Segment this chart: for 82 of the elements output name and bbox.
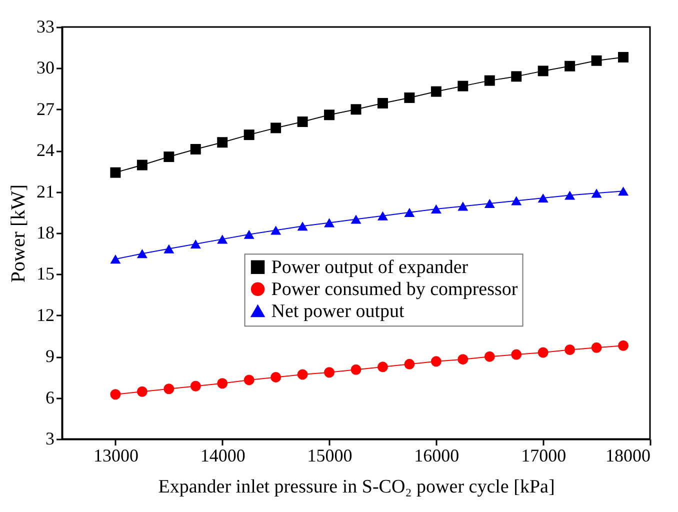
point (404, 358, 415, 370)
point (190, 380, 201, 392)
point (110, 389, 121, 400)
point (324, 110, 335, 120)
y-tick-label: 30 (36, 58, 54, 78)
point (484, 75, 495, 86)
point (136, 160, 148, 170)
point (350, 104, 362, 115)
point (297, 222, 308, 231)
y-tick-label: 21 (36, 181, 54, 202)
point (564, 190, 576, 200)
point (377, 98, 388, 108)
point (136, 386, 148, 397)
x-tick-label: 17000 (521, 446, 566, 466)
point (458, 202, 468, 211)
point (484, 351, 495, 362)
point (270, 122, 282, 134)
legend-label: Power consumed by compressor (271, 279, 518, 300)
point (511, 196, 522, 206)
point (458, 80, 468, 92)
x-tick-label: 15000 (307, 446, 352, 466)
point (564, 344, 576, 355)
y-tick-label: 18 (36, 222, 54, 242)
point (591, 55, 602, 66)
y-tick-label: 15 (36, 264, 54, 284)
point (618, 186, 629, 196)
point (297, 369, 308, 380)
x-tick-label: 16000 (414, 446, 460, 466)
point (377, 211, 388, 220)
point (164, 244, 174, 254)
point (270, 372, 282, 382)
point (350, 364, 362, 375)
x-tick-label: 13000 (93, 446, 138, 466)
point (110, 254, 121, 264)
point (618, 340, 629, 351)
point (404, 92, 415, 103)
point (190, 144, 201, 154)
y-axis-title: Power [kW] (8, 184, 30, 283)
y-tick-label: 33 (36, 16, 54, 36)
legend-label: Power output of expander (271, 257, 469, 278)
y-tick-label: 6 (46, 387, 54, 408)
point (564, 60, 576, 72)
point (324, 367, 335, 378)
point (430, 356, 442, 367)
point (324, 218, 335, 228)
point (458, 354, 468, 365)
point (538, 193, 548, 203)
point (164, 384, 174, 394)
point (511, 349, 522, 360)
point (297, 116, 308, 128)
point (244, 374, 254, 386)
point (484, 198, 495, 208)
point (217, 137, 228, 148)
point (217, 234, 228, 244)
x-tick-label: 14000 (200, 446, 246, 466)
point (430, 204, 442, 214)
point (377, 362, 388, 372)
point (244, 130, 254, 140)
point (511, 71, 522, 82)
point (136, 249, 148, 258)
legend-label: Net power output (271, 301, 405, 322)
point (164, 152, 174, 162)
point (190, 239, 201, 249)
point (591, 342, 602, 353)
point (618, 52, 629, 62)
point (217, 378, 228, 389)
point (538, 66, 548, 76)
point (538, 347, 548, 358)
point (404, 208, 415, 217)
y-tick-label: 3 (46, 428, 54, 448)
point (350, 214, 362, 224)
x-tick-label: 18000 (606, 446, 650, 466)
point (591, 188, 602, 198)
point (244, 230, 254, 239)
y-tick-label: 27 (36, 98, 54, 119)
y-tick-label: 9 (46, 346, 54, 366)
x-axis-title: Expander inlet pressure in S-CO₂ power cycle [kPa] (158, 476, 555, 498)
point (110, 167, 121, 178)
point (430, 86, 442, 97)
y-tick-label: 12 (36, 304, 54, 325)
point (270, 226, 282, 235)
y-tick-label: 24 (36, 140, 54, 160)
